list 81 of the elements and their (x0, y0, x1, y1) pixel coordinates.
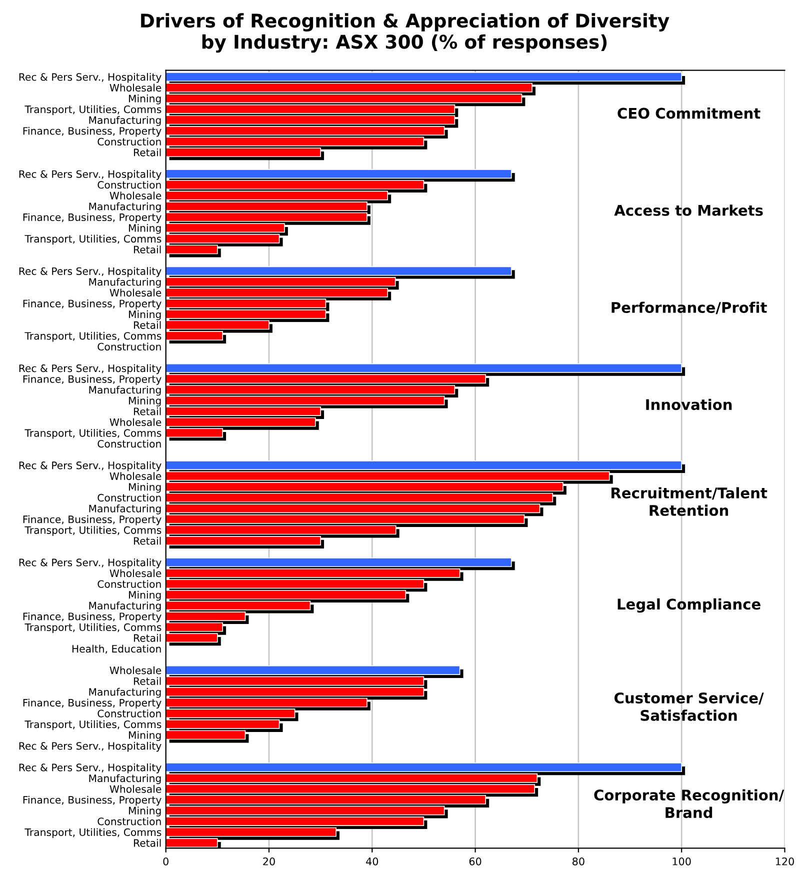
y-tick-label: Rec & Pers Serv., Hospitality (19, 742, 162, 752)
y-tick-label: Wholesale (110, 569, 162, 578)
y-tick-label: Finance, Business, Property (23, 612, 162, 622)
y-tick-label: Finance, Business, Property (23, 300, 162, 310)
y-tick-label: Wholesale (110, 472, 162, 480)
y-tick-label: Mining (129, 482, 161, 493)
y-tick-label: Wholesale (110, 84, 162, 92)
y-tick-label: Construction (98, 180, 161, 189)
y-tick-label: Rec & Pers Serv., Hospitality (19, 461, 162, 472)
x-tick-label: 80 (572, 857, 584, 866)
annotation: Recruitment/Talent Retention (612, 487, 768, 516)
y-tick-label: Construction (98, 342, 161, 351)
y-tick-label: Rec & Pers Serv., Hospitality (19, 267, 162, 277)
y-tick-label: Retail (134, 677, 161, 685)
y-tick-label: Mining (129, 396, 161, 406)
y-tick-label: Rec & Pers Serv., Hospitality (19, 763, 162, 774)
x-tick-label: 40 (366, 857, 378, 866)
y-tick-label: Transport, Utilities, Comms (24, 623, 162, 634)
y-tick-label: Manufacturing (89, 386, 161, 396)
y-tick-label: Manufacturing (89, 504, 161, 514)
y-tick-label: Rec & Pers Serv., Hospitality (19, 72, 162, 83)
annotation: Innovation (646, 398, 732, 410)
annotation: Customer Service/ Satisfaction (614, 692, 764, 721)
y-tick-label: Transport, Utilities, Comms (24, 720, 162, 730)
y-tick-label: Construction (98, 138, 161, 146)
y-tick-label: Mining (129, 806, 161, 816)
y-tick-label: Finance, Business, Property (23, 515, 162, 526)
y-tick-label: Rec & Pers Serv., Hospitality (19, 558, 162, 568)
y-tick-label: Wholesale (110, 666, 162, 674)
y-tick-label: Manufacturing (89, 688, 161, 698)
chart-title: Drivers of Recognition & Appreciation of Diversity by Industry: ASX 300 (% of responses) (141, 13, 670, 53)
y-tick-label: Wholesale (110, 192, 162, 200)
y-tick-label: Finance, Business, Property (23, 213, 162, 224)
y-tick-label: Rec & Pers Serv., Hospitality (19, 170, 162, 180)
x-tick-label: 0 (163, 857, 168, 866)
y-tick-label: Retail (134, 148, 161, 156)
y-tick-label: Construction (98, 494, 161, 502)
y-tick-label: Construction (98, 817, 161, 826)
y-tick-label: Transport, Utilities, Comms (24, 428, 162, 439)
y-tick-label: Manufacturing (89, 278, 161, 288)
y-tick-label: Mining (129, 310, 161, 320)
y-tick-label: Transport, Utilities, Comms (24, 332, 162, 342)
annotation: Legal Compliance (618, 598, 760, 613)
y-tick-label: Retail (134, 634, 161, 642)
y-tick-label: Construction (98, 580, 161, 588)
y-tick-label: Finance, Business, Property (23, 698, 162, 709)
y-tick-label: Manufacturing (89, 774, 161, 784)
y-tick-label: Retail (134, 246, 161, 254)
y-tick-label: Construction (98, 710, 161, 718)
y-tick-label: Rec & Pers Serv., Hospitality (19, 364, 162, 374)
annotation: Performance/Profit (612, 302, 767, 314)
y-tick-label: Finance, Business, Property (23, 796, 162, 806)
y-tick-label: Mining (129, 224, 161, 234)
y-tick-label: Construction (98, 440, 161, 448)
y-tick-label: Wholesale (110, 288, 162, 297)
y-tick-label: Wholesale (110, 418, 162, 426)
y-tick-label: Mining (129, 590, 161, 601)
annotation: Access to Markets (614, 204, 763, 216)
x-tick-label: 60 (469, 857, 482, 866)
y-tick-label: Wholesale (110, 785, 162, 793)
y-tick-label: Manufacturing (89, 116, 161, 126)
y-tick-label: Mining (129, 94, 161, 104)
x-tick-label: 100 (672, 857, 691, 866)
annotation: Corporate Recognition/ Brand (594, 789, 784, 818)
y-tick-label: Mining (129, 731, 161, 741)
y-tick-label: Finance, Business, Property (23, 375, 162, 385)
annotation: CEO Commitment (618, 108, 760, 119)
y-tick-label: Health, Education (72, 644, 161, 654)
y-tick-label: Retail (134, 536, 161, 545)
y-tick-label: Retail (134, 321, 161, 329)
x-tick-label: 20 (263, 857, 275, 866)
y-tick-label: Transport, Utilities, Comms (24, 105, 162, 116)
y-tick-label: Retail (134, 838, 161, 847)
x-tick-label: 120 (776, 857, 794, 866)
y-tick-label: Finance, Business, Property (23, 126, 162, 137)
y-tick-label: Transport, Utilities, Comms (24, 234, 162, 245)
y-tick-label: Transport, Utilities, Comms (24, 526, 162, 536)
y-tick-label: Retail (134, 407, 161, 416)
y-tick-label: Manufacturing (89, 602, 161, 612)
y-tick-label: Transport, Utilities, Comms (24, 828, 162, 838)
y-tick-label: Manufacturing (89, 202, 161, 212)
